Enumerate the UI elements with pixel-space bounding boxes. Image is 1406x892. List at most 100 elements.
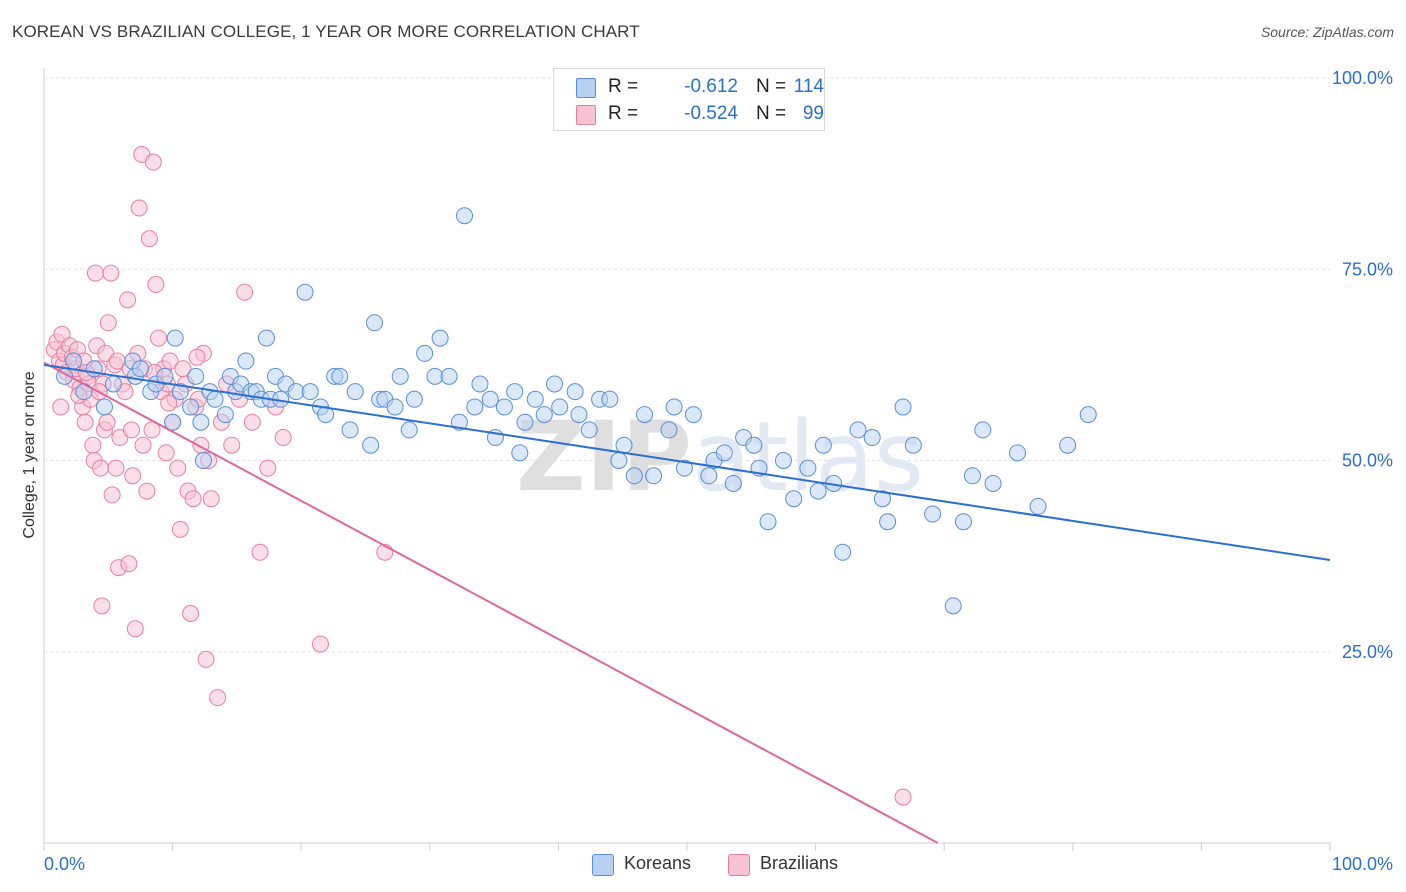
axis-layer: [43, 68, 1331, 851]
koreans-point: [301, 383, 319, 401]
brazilians-point: [119, 291, 137, 309]
koreans-point: [471, 375, 489, 393]
legend-brazilians-label: Brazilians: [760, 853, 839, 873]
brazilians-point: [147, 276, 165, 294]
koreans-point: [924, 505, 942, 523]
brazilians-point: [134, 436, 152, 454]
brazilians-point: [182, 605, 200, 622]
brazilians-point: [144, 153, 162, 171]
koreans-point: [341, 421, 359, 439]
koreans-point: [566, 383, 584, 401]
koreans-trend-line: [43, 363, 1331, 561]
koreans-point: [516, 413, 534, 431]
koreans-point: [759, 513, 777, 531]
brazilians-points: [45, 146, 912, 806]
koreans-points: [56, 207, 1097, 615]
koreans-point: [665, 398, 683, 416]
koreans-point: [984, 474, 1002, 492]
koreans-swatch: [576, 78, 596, 98]
koreans-point: [366, 314, 384, 332]
koreans-point: [164, 413, 182, 431]
koreans-point: [774, 452, 792, 469]
legend-brazilians-swatch: [728, 854, 750, 876]
koreans-point: [684, 406, 702, 424]
koreans-point: [834, 543, 852, 561]
x-tick-label: 0.0%: [44, 854, 85, 874]
brazilians-point: [124, 467, 142, 485]
trend-layer: [43, 361, 1331, 844]
koreans-point: [257, 329, 275, 347]
koreans-point: [440, 367, 458, 385]
koreans-point: [237, 352, 255, 370]
brazilians-point: [243, 413, 261, 431]
r-value: -0.524: [684, 103, 738, 124]
chart-title: KOREAN VS BRAZILIAN COLLEGE, 1 YEAR OR M…: [12, 22, 640, 41]
brazilians-swatch: [576, 105, 596, 125]
y-tick-label: 75.0%: [1342, 259, 1393, 279]
brazilians-point: [259, 459, 277, 477]
koreans-point: [131, 360, 149, 378]
koreans-point: [156, 367, 174, 385]
brazilians-point: [84, 436, 102, 454]
koreans-point: [625, 467, 643, 485]
n-label: N =: [756, 103, 787, 124]
koreans-point: [405, 390, 423, 408]
koreans-point: [1059, 436, 1077, 454]
koreans-point: [511, 444, 529, 462]
r-label: R =: [608, 76, 639, 97]
brazilians-point: [160, 394, 178, 412]
koreans-point: [194, 452, 212, 469]
koreans-point: [331, 367, 349, 385]
n-value: 114: [793, 76, 824, 97]
koreans-point: [171, 383, 189, 401]
koreans-point: [400, 421, 418, 439]
koreans-point: [873, 490, 891, 508]
koreans-point: [386, 398, 404, 416]
brazilians-point: [202, 490, 220, 508]
brazilians-point: [140, 230, 158, 248]
legend-koreans-label: Koreans: [624, 853, 692, 873]
koreans-point: [287, 383, 305, 401]
brazilians-point: [894, 788, 912, 806]
koreans-point: [894, 398, 912, 416]
koreans-point: [495, 398, 513, 416]
brazilians-point: [93, 597, 111, 615]
koreans-point: [849, 421, 867, 439]
brazilians-point: [126, 620, 144, 638]
koreans-point: [192, 413, 210, 431]
koreans-point: [645, 467, 663, 485]
koreans-point: [660, 421, 678, 439]
koreans-point: [675, 459, 693, 477]
source-credit: Source: ZipAtlas.com: [1260, 24, 1394, 40]
koreans-point: [166, 329, 184, 347]
brazilians-point: [274, 429, 292, 447]
brazilians-point: [99, 314, 117, 332]
koreans-point: [296, 283, 314, 301]
koreans-point: [216, 406, 234, 424]
brazilians-point: [98, 413, 116, 431]
koreans-point: [187, 367, 205, 385]
y-tick-label: 25.0%: [1342, 642, 1393, 662]
koreans-point: [526, 390, 544, 408]
koreans-point: [700, 467, 718, 485]
koreans-point: [104, 375, 122, 393]
brazilians-point: [130, 199, 148, 217]
koreans-point: [863, 429, 881, 447]
koreans-point: [580, 421, 598, 439]
y-tick-label: 50.0%: [1342, 451, 1393, 471]
n-value: 99: [802, 103, 824, 124]
koreans-point: [954, 513, 972, 531]
koreans-point: [426, 367, 444, 385]
koreans-point: [466, 398, 484, 416]
brazilians-trend-line: [43, 361, 939, 844]
koreans-point: [570, 406, 588, 424]
koreans-point: [963, 467, 981, 485]
y-tick-label: 100.0%: [1332, 68, 1393, 88]
brazilians-point: [143, 421, 161, 439]
brazilians-point: [120, 555, 138, 573]
koreans-point: [535, 406, 553, 424]
brazilians-point: [169, 459, 187, 477]
koreans-point: [615, 436, 633, 454]
brazilians-point: [223, 436, 241, 454]
brazilians-point: [107, 459, 125, 477]
